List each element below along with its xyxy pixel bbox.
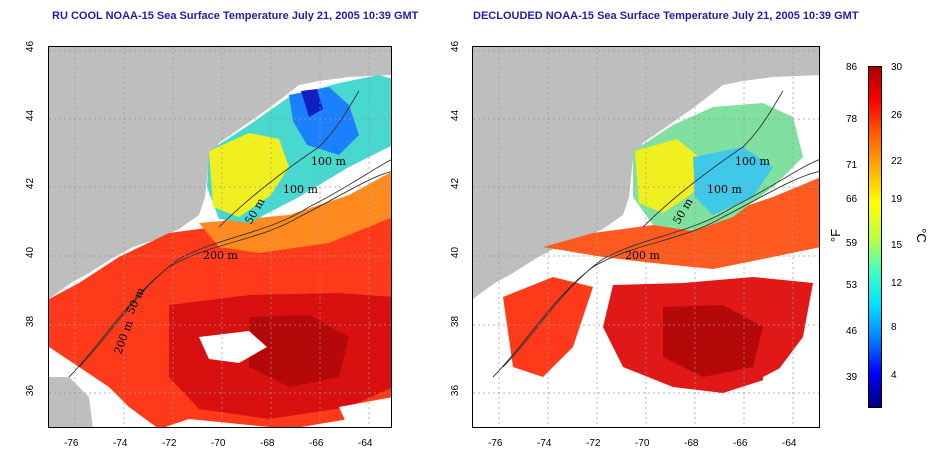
- x-tick-label: -66: [733, 438, 748, 449]
- graticule-right: [473, 47, 819, 427]
- y-tick-label: 46: [25, 40, 37, 53]
- fahrenheit-tick: 59: [846, 238, 858, 249]
- y-tick-label: 38: [25, 315, 37, 328]
- celsius-tick: 8: [891, 322, 897, 333]
- fahrenheit-tick: 46: [846, 326, 858, 337]
- cloud-right-3: [763, 348, 819, 427]
- x-tick-label: -66: [309, 438, 324, 449]
- contour-label: 100 m: [707, 183, 742, 196]
- sst-orange-left: [199, 172, 391, 253]
- celsius-tick: 26: [891, 110, 903, 121]
- temperature-colorbar: [868, 66, 882, 408]
- x-tick-label: -76: [64, 438, 79, 449]
- sst-deepblue-left: [301, 89, 323, 117]
- x-tick-label: -68: [684, 438, 699, 449]
- sst-core-left: [249, 315, 349, 387]
- right-map-frame: 100 m 100 m 50 m 200 m: [472, 46, 820, 428]
- contour-label: 200 m: [625, 249, 660, 262]
- x-tick-label: -74: [537, 438, 552, 449]
- x-tick-label: -64: [358, 438, 373, 449]
- fahrenheit-tick: 71: [846, 160, 858, 171]
- x-tick-label: -70: [211, 438, 226, 449]
- celsius-tick: 15: [891, 240, 903, 251]
- y-tick-label: 42: [25, 177, 37, 190]
- x-tick-label: -72: [162, 438, 177, 449]
- y-tick-label: 46: [450, 40, 462, 53]
- left-map-frame: 100 m 100 m 50 m 200 m 50 m 200 m: [48, 46, 392, 428]
- fahrenheit-unit-label: °F: [828, 228, 844, 243]
- right-map-title: DECLOUDED NOAA-15 Sea Surface Temperatur…: [473, 10, 859, 22]
- sst-cyan-right: [693, 147, 773, 215]
- isobath-contours-right: [492, 90, 819, 378]
- cloud-right-1: [473, 347, 533, 427]
- contour-label: 200 m: [203, 249, 238, 262]
- contour-label: 100 m: [283, 183, 318, 196]
- contour-label: 100 m: [735, 155, 770, 168]
- celsius-tick: 12: [891, 278, 903, 289]
- x-tick-label: -68: [260, 438, 275, 449]
- celsius-tick: 22: [891, 156, 903, 167]
- x-tick-label: -70: [635, 438, 650, 449]
- y-tick-label: 36: [25, 384, 37, 397]
- celsius-unit-label: °C: [913, 228, 929, 243]
- land-right: [473, 47, 819, 427]
- y-tick-label: 42: [450, 177, 462, 190]
- y-tick-label: 44: [25, 109, 37, 122]
- y-tick-label: 40: [450, 246, 462, 259]
- sst-core-right: [663, 305, 763, 377]
- left-map-plot: 100 m 100 m 50 m 200 m 50 m 200 m: [49, 47, 391, 427]
- cloud-left-3: [339, 397, 391, 427]
- celsius-tick: 30: [891, 62, 903, 73]
- celsius-tick: 19: [891, 194, 903, 205]
- y-tick-label: 36: [450, 384, 462, 397]
- fahrenheit-tick: 39: [846, 372, 858, 383]
- fahrenheit-tick: 78: [846, 114, 858, 125]
- land-left: [49, 47, 391, 427]
- x-tick-label: -74: [113, 438, 128, 449]
- left-map-title: RU COOL NOAA-15 Sea Surface Temperature …: [52, 10, 419, 22]
- x-tick-label: -76: [488, 438, 503, 449]
- y-tick-label: 38: [450, 315, 462, 328]
- contour-label: 100 m: [311, 155, 346, 168]
- fahrenheit-tick: 86: [846, 62, 858, 73]
- sst-yellow-right: [635, 139, 699, 213]
- celsius-tick: 4: [891, 370, 897, 381]
- y-tick-label: 44: [450, 109, 462, 122]
- cloud-left-1: [199, 331, 267, 363]
- fahrenheit-tick: 66: [846, 194, 858, 205]
- x-tick-label: -72: [586, 438, 601, 449]
- cloud-left-2: [165, 419, 269, 427]
- fahrenheit-tick: 53: [846, 280, 858, 291]
- sst-yellow-left: [209, 133, 289, 217]
- graticule-left: [49, 47, 391, 427]
- cloud-right-2: [583, 387, 711, 427]
- isobath-contours-left: [68, 90, 391, 378]
- x-tick-label: -64: [782, 438, 797, 449]
- right-map-plot: 100 m 100 m 50 m 200 m: [473, 47, 819, 427]
- y-tick-label: 40: [25, 246, 37, 259]
